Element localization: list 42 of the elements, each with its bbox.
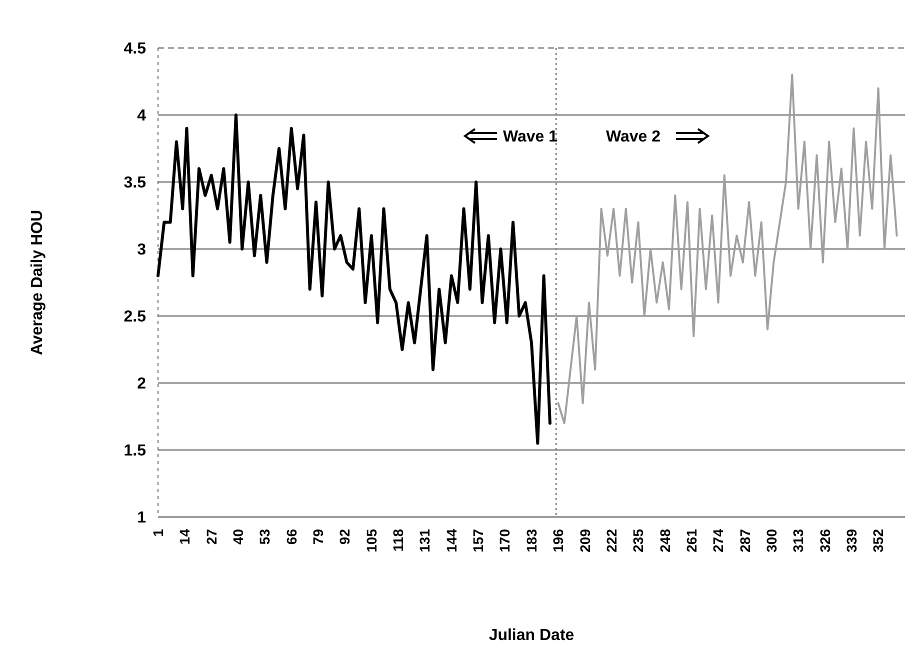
x-tick-label: 66 bbox=[283, 528, 300, 545]
annotation: Wave 2 bbox=[606, 128, 661, 146]
x-tick-label: 105 bbox=[363, 528, 380, 552]
x-tick-label: 131 bbox=[416, 528, 433, 552]
x-tick-label: 235 bbox=[630, 528, 646, 552]
x-tick-label: 40 bbox=[230, 528, 246, 545]
x-tick-label: 27 bbox=[203, 528, 220, 545]
y-tick-label: 3.5 bbox=[124, 174, 146, 192]
x-tick-label: 118 bbox=[390, 528, 406, 552]
x-tick-label: 79 bbox=[310, 528, 326, 545]
x-tick-label: 300 bbox=[764, 528, 780, 552]
y-tick-label: 4 bbox=[137, 108, 146, 125]
y-tick-label: 3 bbox=[137, 242, 146, 259]
x-tick-label: 1 bbox=[150, 528, 166, 537]
annotation: Wave 1 bbox=[503, 128, 558, 146]
y-tick-label: 1.5 bbox=[124, 442, 146, 460]
x-tick-label: 287 bbox=[736, 528, 753, 552]
x-tick-label: 274 bbox=[710, 528, 726, 552]
x-tick-label: 313 bbox=[790, 528, 806, 552]
y-axis-title: Average Daily HOU bbox=[29, 210, 46, 356]
y-tick-label: 4.5 bbox=[124, 40, 146, 58]
x-tick-label: 248 bbox=[656, 528, 673, 552]
x-tick-label: 144 bbox=[443, 528, 460, 552]
x-tick-label: 196 bbox=[550, 528, 566, 552]
x-tick-label: 261 bbox=[683, 528, 700, 552]
x-tick-label: 209 bbox=[576, 528, 593, 552]
x-tick-label: 183 bbox=[523, 528, 540, 552]
x-axis-title: Julian Date bbox=[488, 627, 574, 644]
line-series bbox=[557, 74, 898, 424]
y-tick-label: 2.5 bbox=[124, 308, 146, 326]
x-tick-label: 170 bbox=[496, 528, 513, 552]
x-tick-label: 157 bbox=[470, 528, 486, 552]
x-tick-label: 326 bbox=[816, 528, 833, 552]
x-tick-label: 53 bbox=[256, 528, 273, 545]
x-tick-label: 352 bbox=[870, 528, 886, 552]
x-tick-label: 92 bbox=[336, 528, 353, 545]
line-series bbox=[156, 114, 552, 445]
x-tick-label: 222 bbox=[603, 528, 620, 552]
y-tick-label: 1 bbox=[137, 510, 146, 527]
x-tick-label: 339 bbox=[844, 528, 860, 552]
y-tick-label: 2 bbox=[137, 376, 146, 393]
x-tick-label: 14 bbox=[176, 528, 193, 545]
